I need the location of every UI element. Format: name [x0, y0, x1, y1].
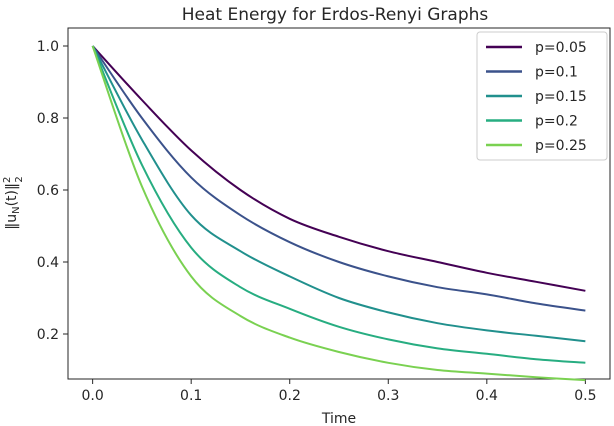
x-tick-label: 0.5	[574, 388, 596, 404]
x-tick-label: 0.4	[476, 388, 498, 404]
plot-frame	[67, 27, 611, 380]
y-tick-label: 0.6	[37, 183, 59, 199]
series-line-p=0.05	[91, 45, 586, 292]
legend-label: p=0.2	[535, 114, 578, 130]
chart-title: Heat Energy for Erdos-Renyi Graphs	[182, 5, 489, 25]
legend-label: p=0.15	[535, 89, 587, 105]
legend-label: p=0.1	[535, 65, 578, 81]
series-line-p=0.25	[91, 45, 586, 382]
series-line-p=0.1	[91, 45, 586, 312]
series-lines	[91, 45, 586, 382]
svg-text:‖uN(t)‖22: ‖uN(t)‖22	[2, 176, 25, 230]
y-axis: 0.2 0.4 0.6 0.8 1.0	[37, 39, 68, 343]
x-tick-label: 0.1	[180, 388, 202, 404]
legend: p=0.05 p=0.1 p=0.15 p=0.2 p=0.25	[476, 31, 608, 161]
x-axis-label: Time	[321, 411, 356, 426]
y-tick-label: 1.0	[37, 39, 59, 55]
legend-frame	[476, 31, 608, 161]
y-tick-label: 0.8	[37, 111, 59, 127]
x-axis: 0.0 0.1 0.2 0.3 0.4 0.5	[82, 379, 596, 404]
series-line-p=0.2	[91, 45, 586, 364]
legend-label: p=0.05	[535, 40, 587, 56]
legend-label: p=0.25	[535, 138, 587, 154]
x-tick-label: 0.3	[377, 388, 399, 404]
x-tick-label: 0.2	[279, 388, 301, 404]
y-axis-label: ‖uN(t)‖22	[2, 176, 25, 230]
series-line-p=0.15	[91, 45, 586, 343]
plot-area	[67, 27, 611, 380]
x-tick-label: 0.0	[82, 388, 104, 404]
y-tick-label: 0.4	[37, 255, 59, 271]
y-tick-label: 0.2	[37, 327, 59, 343]
